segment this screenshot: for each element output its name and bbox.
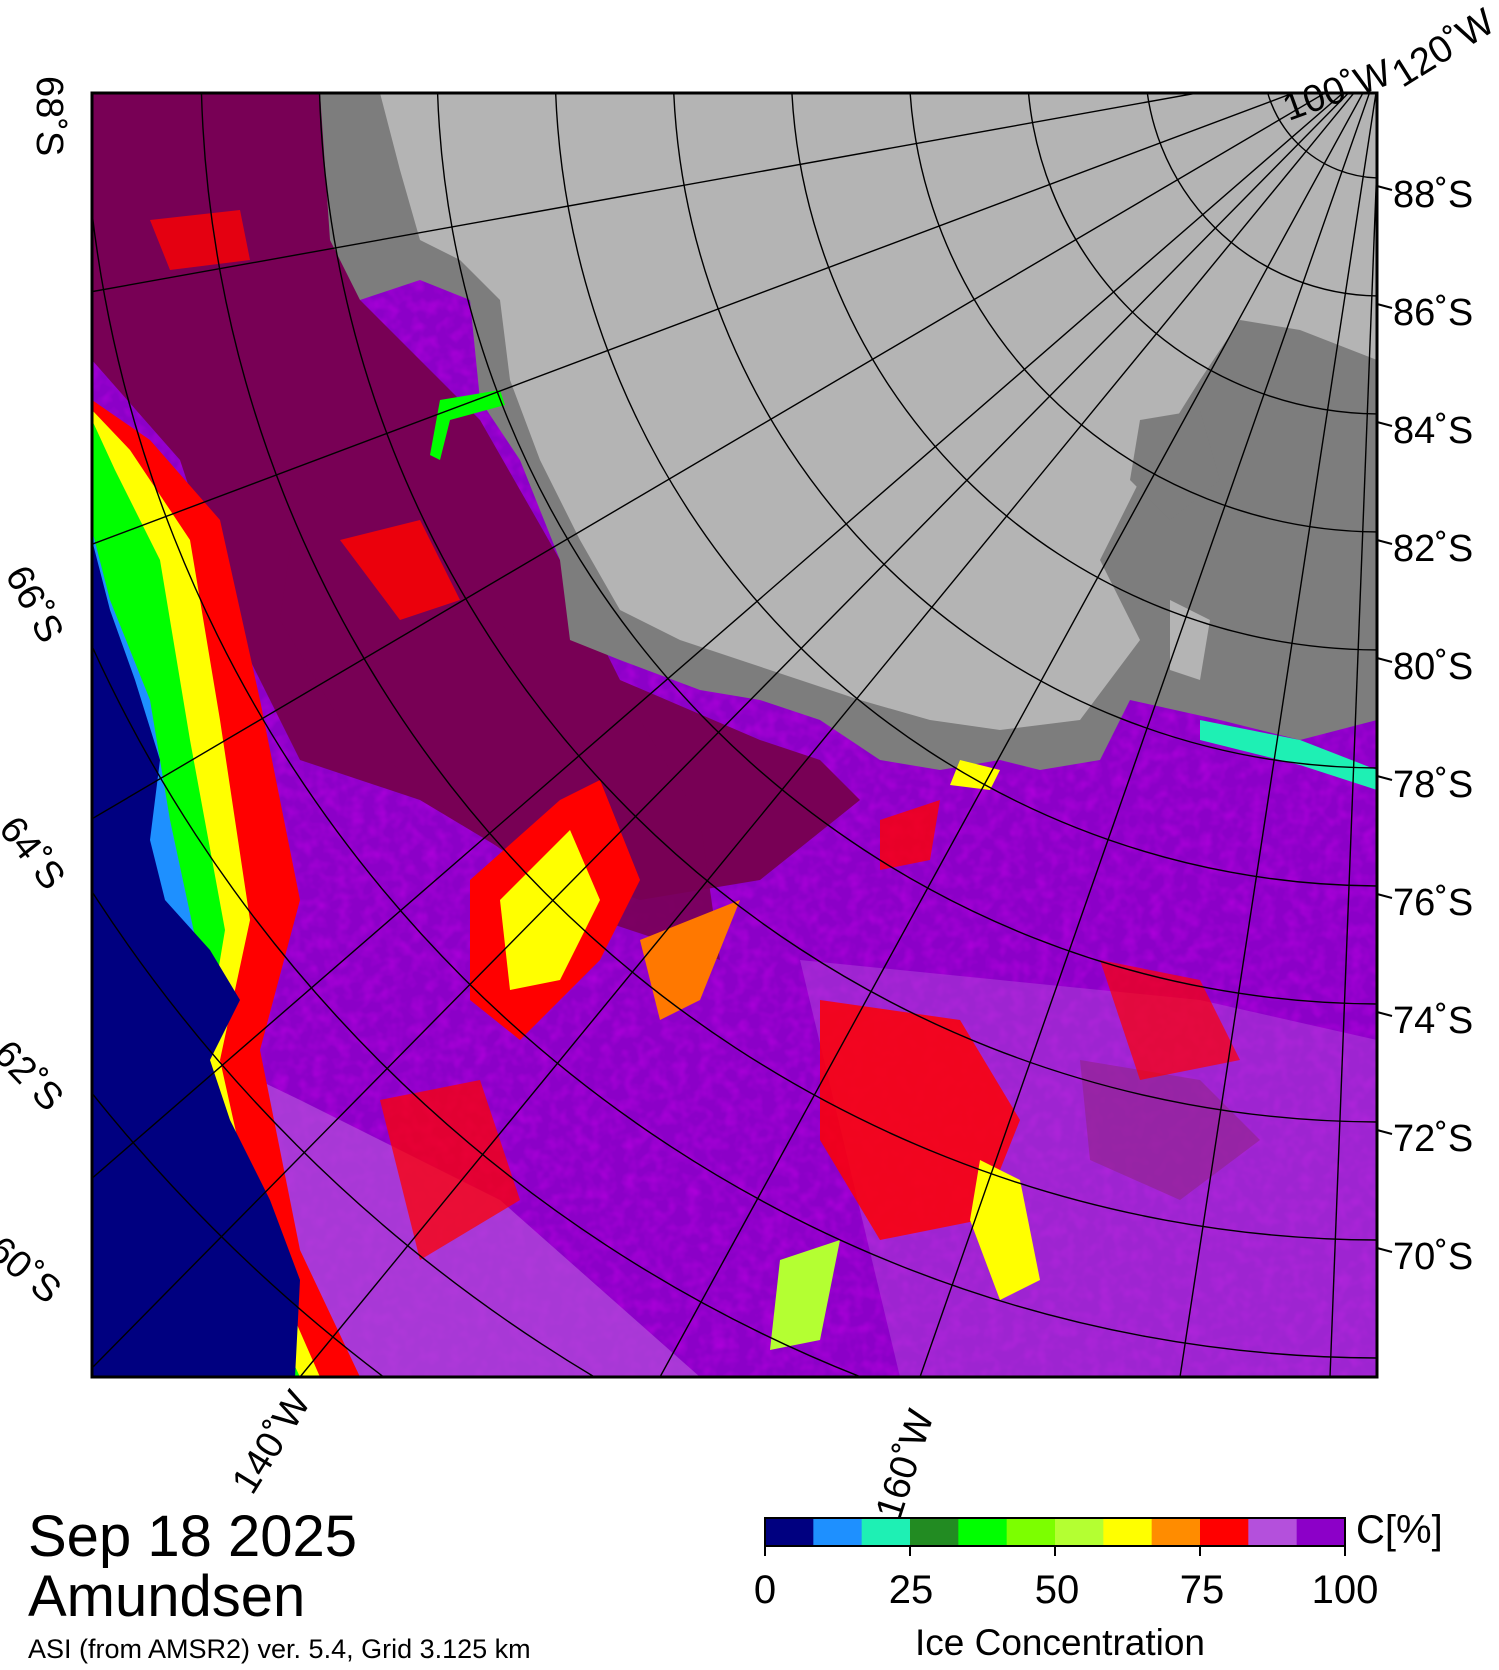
colorbar-segment <box>1055 1518 1104 1546</box>
low-concentration-patch <box>880 800 940 870</box>
lat-label-88s: 88˚S <box>1393 174 1474 216</box>
map-date: Sep 18 2025 <box>28 1504 357 1569</box>
colorbar-tick: 25 <box>888 1568 934 1612</box>
low-concentration-patch <box>1100 960 1240 1080</box>
lat-label-74s: 74˚S <box>1393 1000 1474 1042</box>
colorbar-segment <box>765 1518 814 1546</box>
land-low <box>1130 410 1220 520</box>
low-concentration-patch <box>640 900 740 1020</box>
lat-label-86s: 86˚S <box>1393 292 1474 334</box>
low-concentration-patch <box>340 520 460 620</box>
lat-label-82s: 82˚S <box>1393 528 1474 570</box>
lat-label-80s: 80˚S <box>1393 646 1474 688</box>
colorbar-tick: 100 <box>1311 1568 1379 1612</box>
map-frame <box>90 91 1379 1379</box>
lat-label-70s: 70˚S <box>1393 1236 1474 1278</box>
colorbar-tick: 75 <box>1179 1568 1225 1612</box>
low-concentration-patch <box>770 1240 840 1350</box>
colorbar-segment <box>813 1518 863 1546</box>
colorbar-tick: 50 <box>1034 1568 1080 1612</box>
land-high <box>1170 600 1210 680</box>
lat-label-72s: 72˚S <box>1393 1118 1474 1160</box>
colorbar-segment <box>1103 1518 1153 1546</box>
colorbar-segment <box>1296 1518 1346 1546</box>
low-concentration-patch <box>150 210 250 270</box>
coastal-polynya <box>1200 720 1377 790</box>
colorbar-segment <box>1151 1518 1201 1546</box>
colorbar-segment <box>958 1518 1008 1546</box>
lat-label-76s: 76˚S <box>1393 882 1474 924</box>
colorbar-unit: C[%] <box>1356 1508 1443 1552</box>
low-concentration-patch <box>380 1080 520 1260</box>
lat-label-68s: 68˚S <box>28 76 70 157</box>
colorbar-segment <box>1006 1518 1056 1546</box>
colorbar-segment <box>1248 1518 1298 1546</box>
colorbar <box>764 1517 1346 1556</box>
colorbar-tick: 0 <box>753 1568 777 1612</box>
compact-ice-patch <box>1080 1060 1260 1200</box>
lat-label-84s: 84˚S <box>1393 410 1474 452</box>
low-concentration-patch <box>820 1000 1020 1240</box>
compact-ice-region <box>92 93 860 900</box>
colorbar-segment <box>1200 1518 1249 1546</box>
lat-label-78s: 78˚S <box>1393 764 1474 806</box>
coastal-polynya <box>430 390 505 460</box>
region-name: Amundsen <box>28 1564 306 1629</box>
colorbar-segment <box>910 1518 959 1546</box>
colorbar-segment <box>861 1518 911 1546</box>
low-concentration-patch <box>970 1160 1040 1300</box>
low-concentration-patch <box>500 830 600 990</box>
land-ice-sheet <box>380 93 1377 730</box>
colorbar-title: Ice Concentration <box>914 1622 1206 1663</box>
lat-ticks-right <box>1376 185 1393 1253</box>
data-source-note: ASI (from AMSR2) ver. 5.4, Grid 3.125 km <box>28 1634 531 1664</box>
coastal-polynya <box>950 760 1000 790</box>
